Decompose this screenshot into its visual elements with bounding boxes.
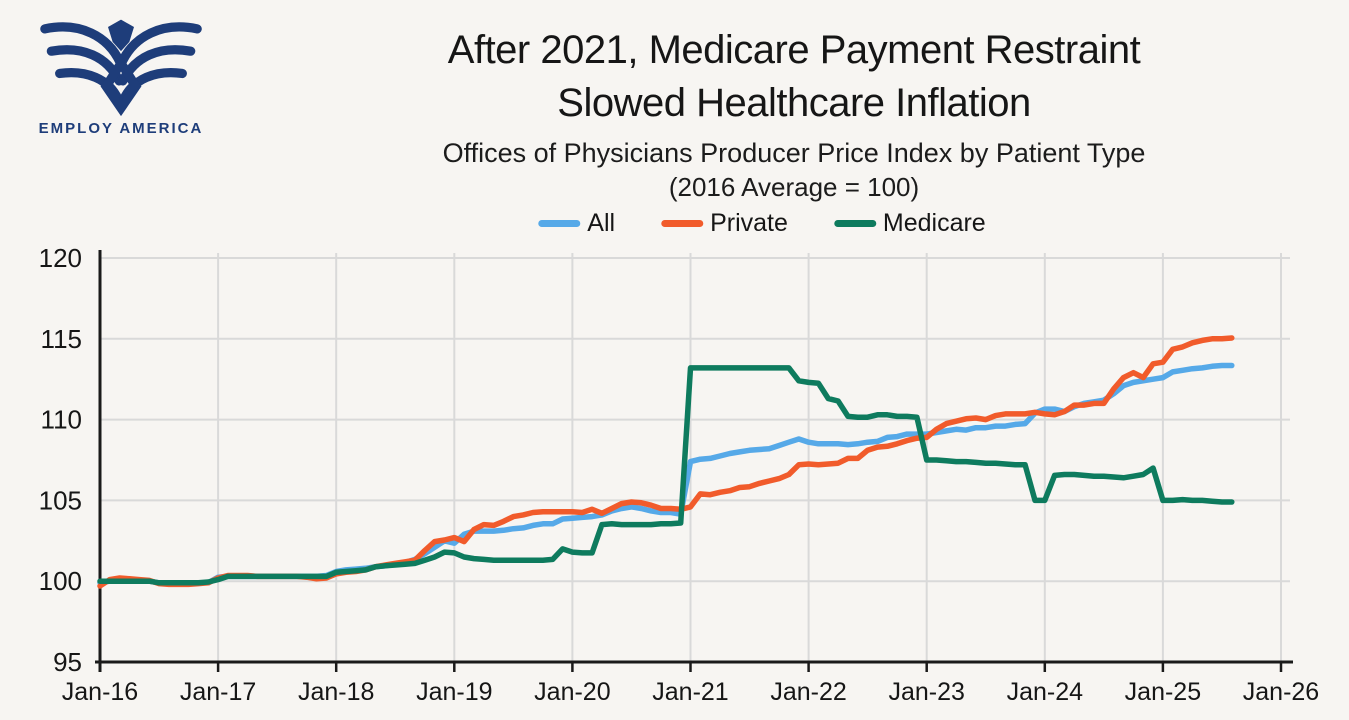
legend-label-medicare: Medicare bbox=[882, 209, 986, 237]
x-tick-label: Jan-18 bbox=[298, 678, 374, 706]
y-tick-label: 95 bbox=[53, 647, 82, 677]
medicare-series-swatch bbox=[833, 220, 876, 227]
title-block: After 2021, Medicare Payment Restraint S… bbox=[443, 24, 1146, 203]
legend-label-private: Private bbox=[710, 209, 788, 237]
x-tick-label: Jan-25 bbox=[1125, 678, 1201, 706]
x-tick-label: Jan-16 bbox=[62, 678, 138, 706]
chart-subtitle-note: (2016 Average = 100) bbox=[668, 172, 920, 203]
chart-title-line1: After 2021, Medicare Payment Restraint bbox=[447, 28, 1141, 72]
x-tick-label: Jan-23 bbox=[888, 678, 964, 706]
x-tick-label: Jan-20 bbox=[534, 678, 610, 706]
all-series-swatch bbox=[538, 220, 581, 227]
chart-subtitle: Offices of Physicians Producer Price Ind… bbox=[442, 138, 1146, 169]
legend-item-all: All bbox=[538, 209, 615, 238]
org-name: EMPLOY AMERICA bbox=[38, 120, 204, 137]
y-tick-label: 100 bbox=[39, 566, 82, 596]
y-tick-label: 115 bbox=[41, 324, 82, 354]
legend-item-medicare: Medicare bbox=[833, 209, 986, 238]
private-series-swatch bbox=[661, 220, 704, 227]
x-tick-label: Jan-24 bbox=[1007, 678, 1084, 706]
x-tick-label: Jan-19 bbox=[416, 678, 492, 706]
x-tick-label: Jan-17 bbox=[180, 678, 256, 706]
logo-block: EMPLOY AMERICA bbox=[26, 14, 216, 137]
x-tick-label: Jan-26 bbox=[1243, 678, 1319, 706]
y-tick-label: 105 bbox=[39, 485, 82, 515]
y-tick-label: 120 bbox=[39, 243, 82, 273]
x-tick-label: Jan-22 bbox=[770, 678, 846, 706]
employ-america-eagle-icon bbox=[40, 19, 202, 117]
legend-item-private: Private bbox=[661, 209, 788, 238]
x-tick-label: Jan-21 bbox=[652, 678, 728, 706]
legend-label-all: All bbox=[587, 209, 616, 237]
legend: All Private Medicare bbox=[538, 209, 986, 238]
series-line-private bbox=[97, 335, 1235, 589]
y-tick-label: 110 bbox=[41, 405, 82, 435]
series-line-medicare bbox=[97, 365, 1235, 586]
chart-title-line2: Slowed Healthcare Inflation bbox=[557, 81, 1031, 126]
